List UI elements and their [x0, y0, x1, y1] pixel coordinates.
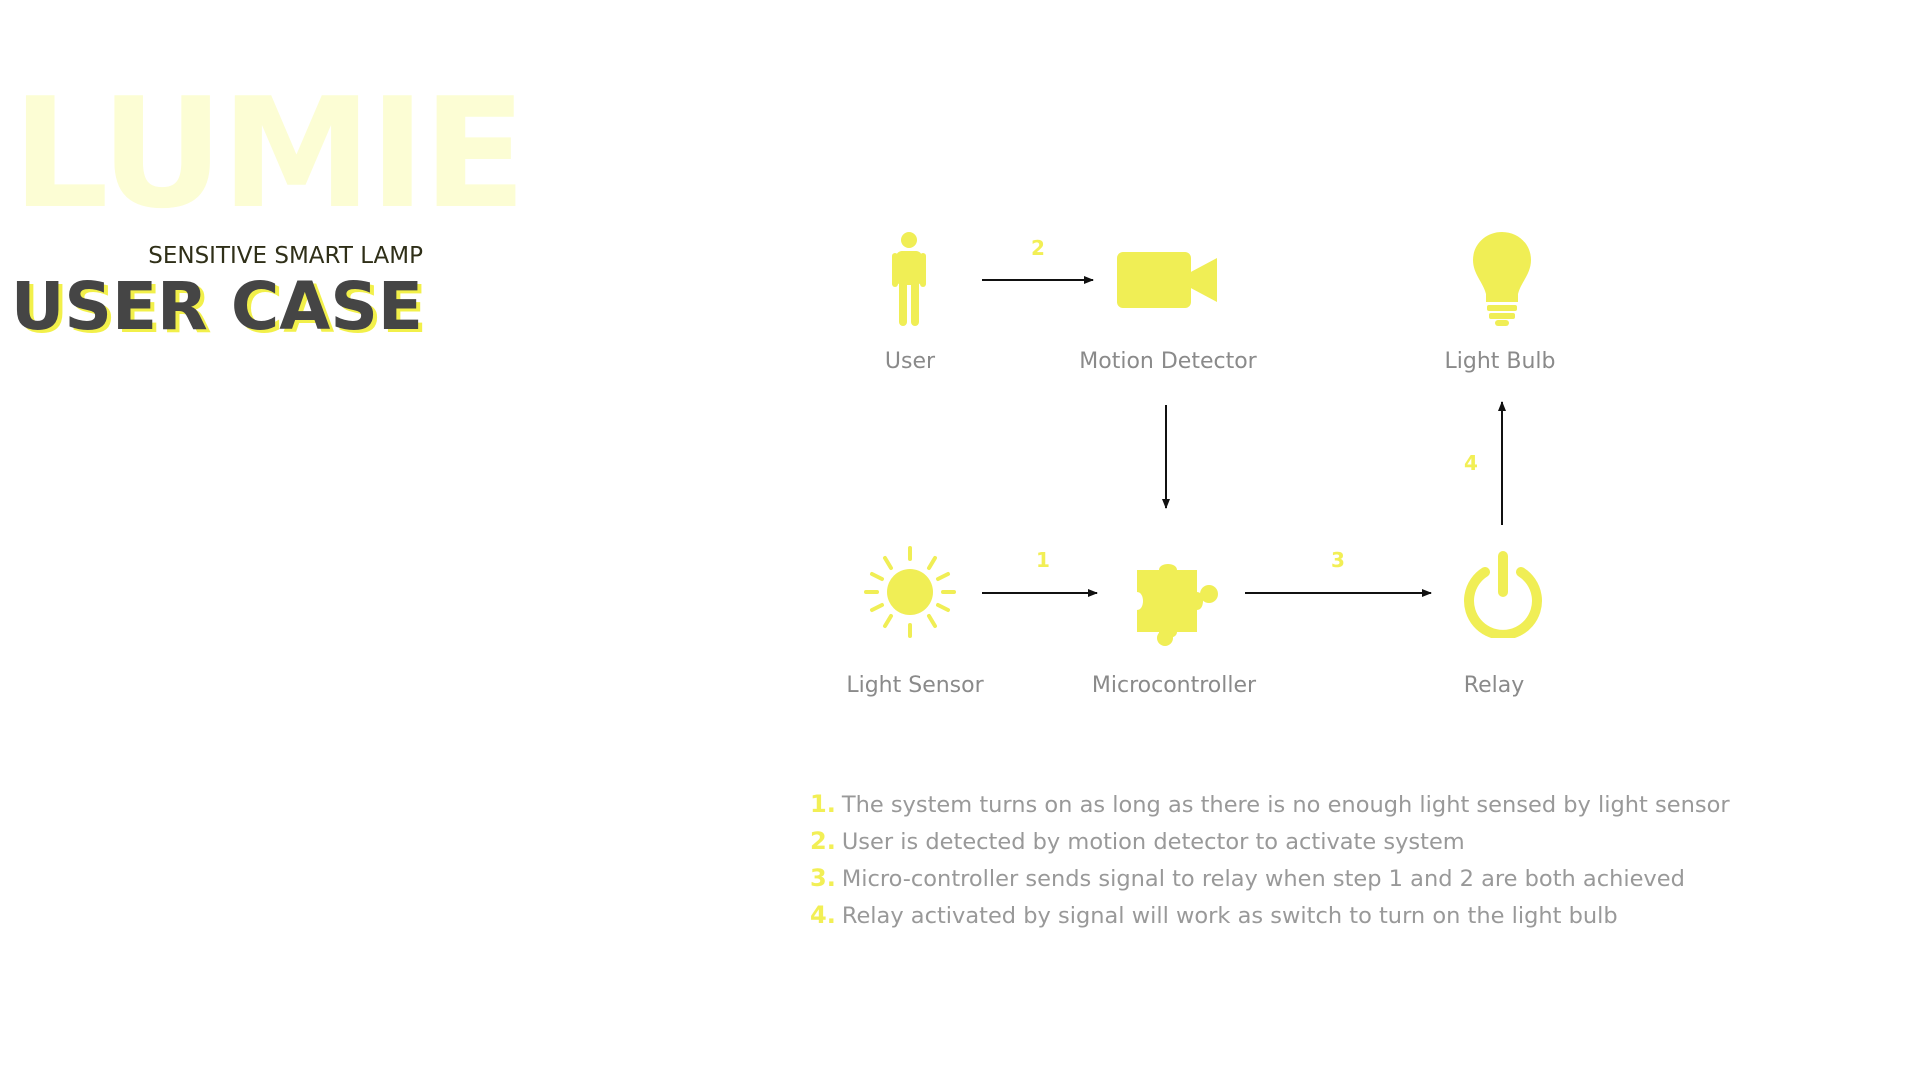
light-bulb-icon	[1473, 232, 1531, 326]
power-icon	[1464, 551, 1542, 638]
step-item: 2. User is detected by motion detector to…	[810, 823, 1730, 860]
edge-label-4: 4	[1464, 451, 1478, 475]
step-item: 4. Relay activated by signal will work as…	[810, 897, 1730, 934]
edge-label-2: 2	[1031, 236, 1045, 260]
step-index: 4.	[810, 901, 836, 929]
node-label-relay: Relay	[1463, 673, 1525, 698]
video-camera-icon	[1117, 252, 1217, 308]
puzzle-piece-icon	[1137, 564, 1218, 646]
step-index: 3.	[810, 864, 836, 892]
step-list: 1. The system turns on as long as there i…	[810, 786, 1730, 934]
step-item: 1. The system turns on as long as there i…	[810, 786, 1730, 823]
brand-logo: LUMIE	[12, 65, 527, 242]
edge-label-3: 3	[1331, 548, 1345, 572]
brand-tagline: SENSITIVE SMART LAMP	[148, 243, 423, 269]
step-item: 3. Micro-controller sends signal to relay…	[810, 860, 1730, 897]
edge-label-1: 1	[1036, 548, 1050, 572]
node-label-light-sensor: Light Sensor	[846, 673, 984, 698]
node-label-microcontroller: Microcontroller	[1091, 673, 1257, 698]
node-label-motion-detector: Motion Detector	[1079, 349, 1257, 374]
step-index: 1.	[810, 790, 836, 818]
section-title: USER CASE	[10, 268, 423, 345]
step-text: Micro-controller sends signal to relay w…	[841, 866, 1685, 892]
node-label-light-bulb: Light Bulb	[1444, 349, 1556, 374]
step-text: The system turns on as long as there is …	[841, 792, 1730, 818]
step-index: 2.	[810, 827, 836, 855]
step-text: User is detected by motion detector to a…	[841, 829, 1465, 855]
sun-icon	[864, 546, 956, 638]
person-icon	[892, 232, 926, 326]
step-text: Relay activated by signal will work as s…	[841, 903, 1618, 929]
node-label-user: User	[884, 349, 936, 374]
